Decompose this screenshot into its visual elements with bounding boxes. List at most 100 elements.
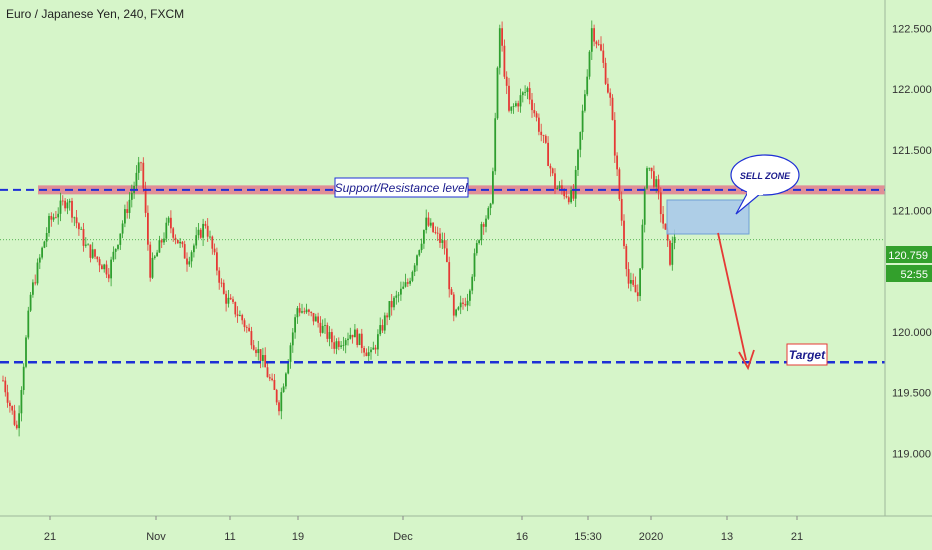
candle-body	[388, 301, 391, 318]
candle-body	[27, 310, 30, 338]
candle-body	[515, 103, 517, 107]
candle-body	[36, 262, 39, 284]
candle-body	[397, 294, 400, 296]
candle-body	[186, 258, 188, 265]
candle-body	[282, 386, 285, 393]
candle-body	[446, 248, 448, 263]
candle-body	[457, 307, 460, 310]
candle-body	[266, 367, 269, 378]
candle-body	[459, 302, 462, 308]
candle-body	[434, 231, 437, 233]
candle-body	[581, 110, 584, 133]
candle-body	[427, 217, 430, 226]
candle-body	[390, 301, 393, 308]
candle-body	[572, 190, 575, 199]
candle-body	[264, 355, 267, 368]
candle-body	[220, 282, 223, 284]
candle-body	[229, 297, 232, 300]
sr-label-box[interactable]	[334, 177, 469, 198]
candle-body	[232, 299, 234, 302]
candle-body	[278, 402, 280, 412]
candle-body	[604, 62, 607, 84]
candle-body	[464, 303, 467, 306]
time-scale[interactable]: 21 Nov 11 19 Dec 16 15:30 2020 13 21	[44, 516, 803, 543]
candle-body	[112, 251, 115, 260]
candle-body	[565, 196, 568, 198]
candle-body	[475, 243, 478, 254]
candle-body	[103, 264, 106, 270]
y-tick-label: 120.000	[892, 327, 932, 339]
candle-body	[556, 187, 559, 190]
x-tick-label: 21	[44, 531, 56, 543]
candle-body	[409, 280, 411, 284]
candle-body	[641, 224, 644, 269]
candle-body	[367, 352, 370, 357]
candle-body	[147, 212, 149, 245]
candle-body	[588, 51, 591, 77]
candle-body	[124, 209, 126, 224]
candle-body	[165, 222, 168, 239]
candle-body	[15, 424, 18, 429]
candle-body	[38, 257, 41, 263]
candle-body	[248, 327, 250, 332]
candle-body	[158, 240, 161, 253]
candle-body	[271, 378, 273, 380]
arrow-head	[738, 349, 755, 371]
candle-body	[193, 245, 195, 253]
candle-body	[167, 217, 170, 223]
candle-body	[335, 341, 338, 349]
candle-body	[471, 276, 474, 291]
candle-body	[48, 215, 50, 233]
candle-body	[432, 222, 434, 232]
candle-body	[117, 244, 119, 249]
candle-body	[381, 325, 384, 331]
candle-body	[411, 271, 414, 281]
candle-body	[144, 188, 147, 213]
candle-body	[45, 232, 48, 242]
candle-body	[494, 118, 497, 172]
candle-body	[303, 311, 306, 313]
candle-body	[379, 325, 382, 335]
candle-body	[119, 233, 122, 245]
candle-body	[98, 259, 101, 266]
candle-body	[441, 240, 444, 243]
projection-arrow[interactable]	[717, 232, 755, 371]
candle-body	[429, 222, 432, 226]
candle-body	[436, 232, 439, 234]
candle-body	[275, 389, 278, 403]
candle-body	[372, 347, 375, 350]
candle-body	[96, 256, 99, 260]
candle-body	[262, 355, 264, 362]
candle-body	[160, 240, 163, 243]
candle-body	[64, 200, 66, 209]
candle-body	[540, 131, 543, 136]
sell-zone-bubble[interactable]	[730, 154, 800, 196]
x-tick-label: Nov	[146, 531, 166, 543]
candle-body	[202, 223, 204, 238]
arrow-shaft	[717, 232, 747, 361]
candle-body	[377, 334, 379, 350]
candle-body	[439, 233, 441, 243]
candles-group	[2, 20, 676, 437]
candle-body	[655, 179, 658, 187]
candle-body	[59, 200, 62, 214]
candle-body	[257, 349, 260, 354]
candle-body	[78, 223, 80, 230]
sr-label-text: Support/Resistance level	[335, 181, 468, 195]
target-label-box[interactable]	[786, 343, 828, 366]
candle-body	[252, 345, 255, 350]
current-price-label: 120.759	[888, 250, 928, 262]
candle-body	[128, 199, 131, 213]
candle-body	[2, 380, 4, 382]
candle-body	[301, 311, 303, 313]
candle-body	[227, 297, 230, 304]
candle-body	[326, 325, 329, 339]
sell-zone-box[interactable]	[666, 199, 750, 235]
candle-body	[291, 332, 294, 346]
candle-body	[443, 240, 446, 249]
candle-body	[533, 110, 536, 114]
candle-body	[149, 244, 152, 278]
y-tick-label: 121.000	[892, 205, 932, 217]
candle-body	[400, 288, 402, 295]
